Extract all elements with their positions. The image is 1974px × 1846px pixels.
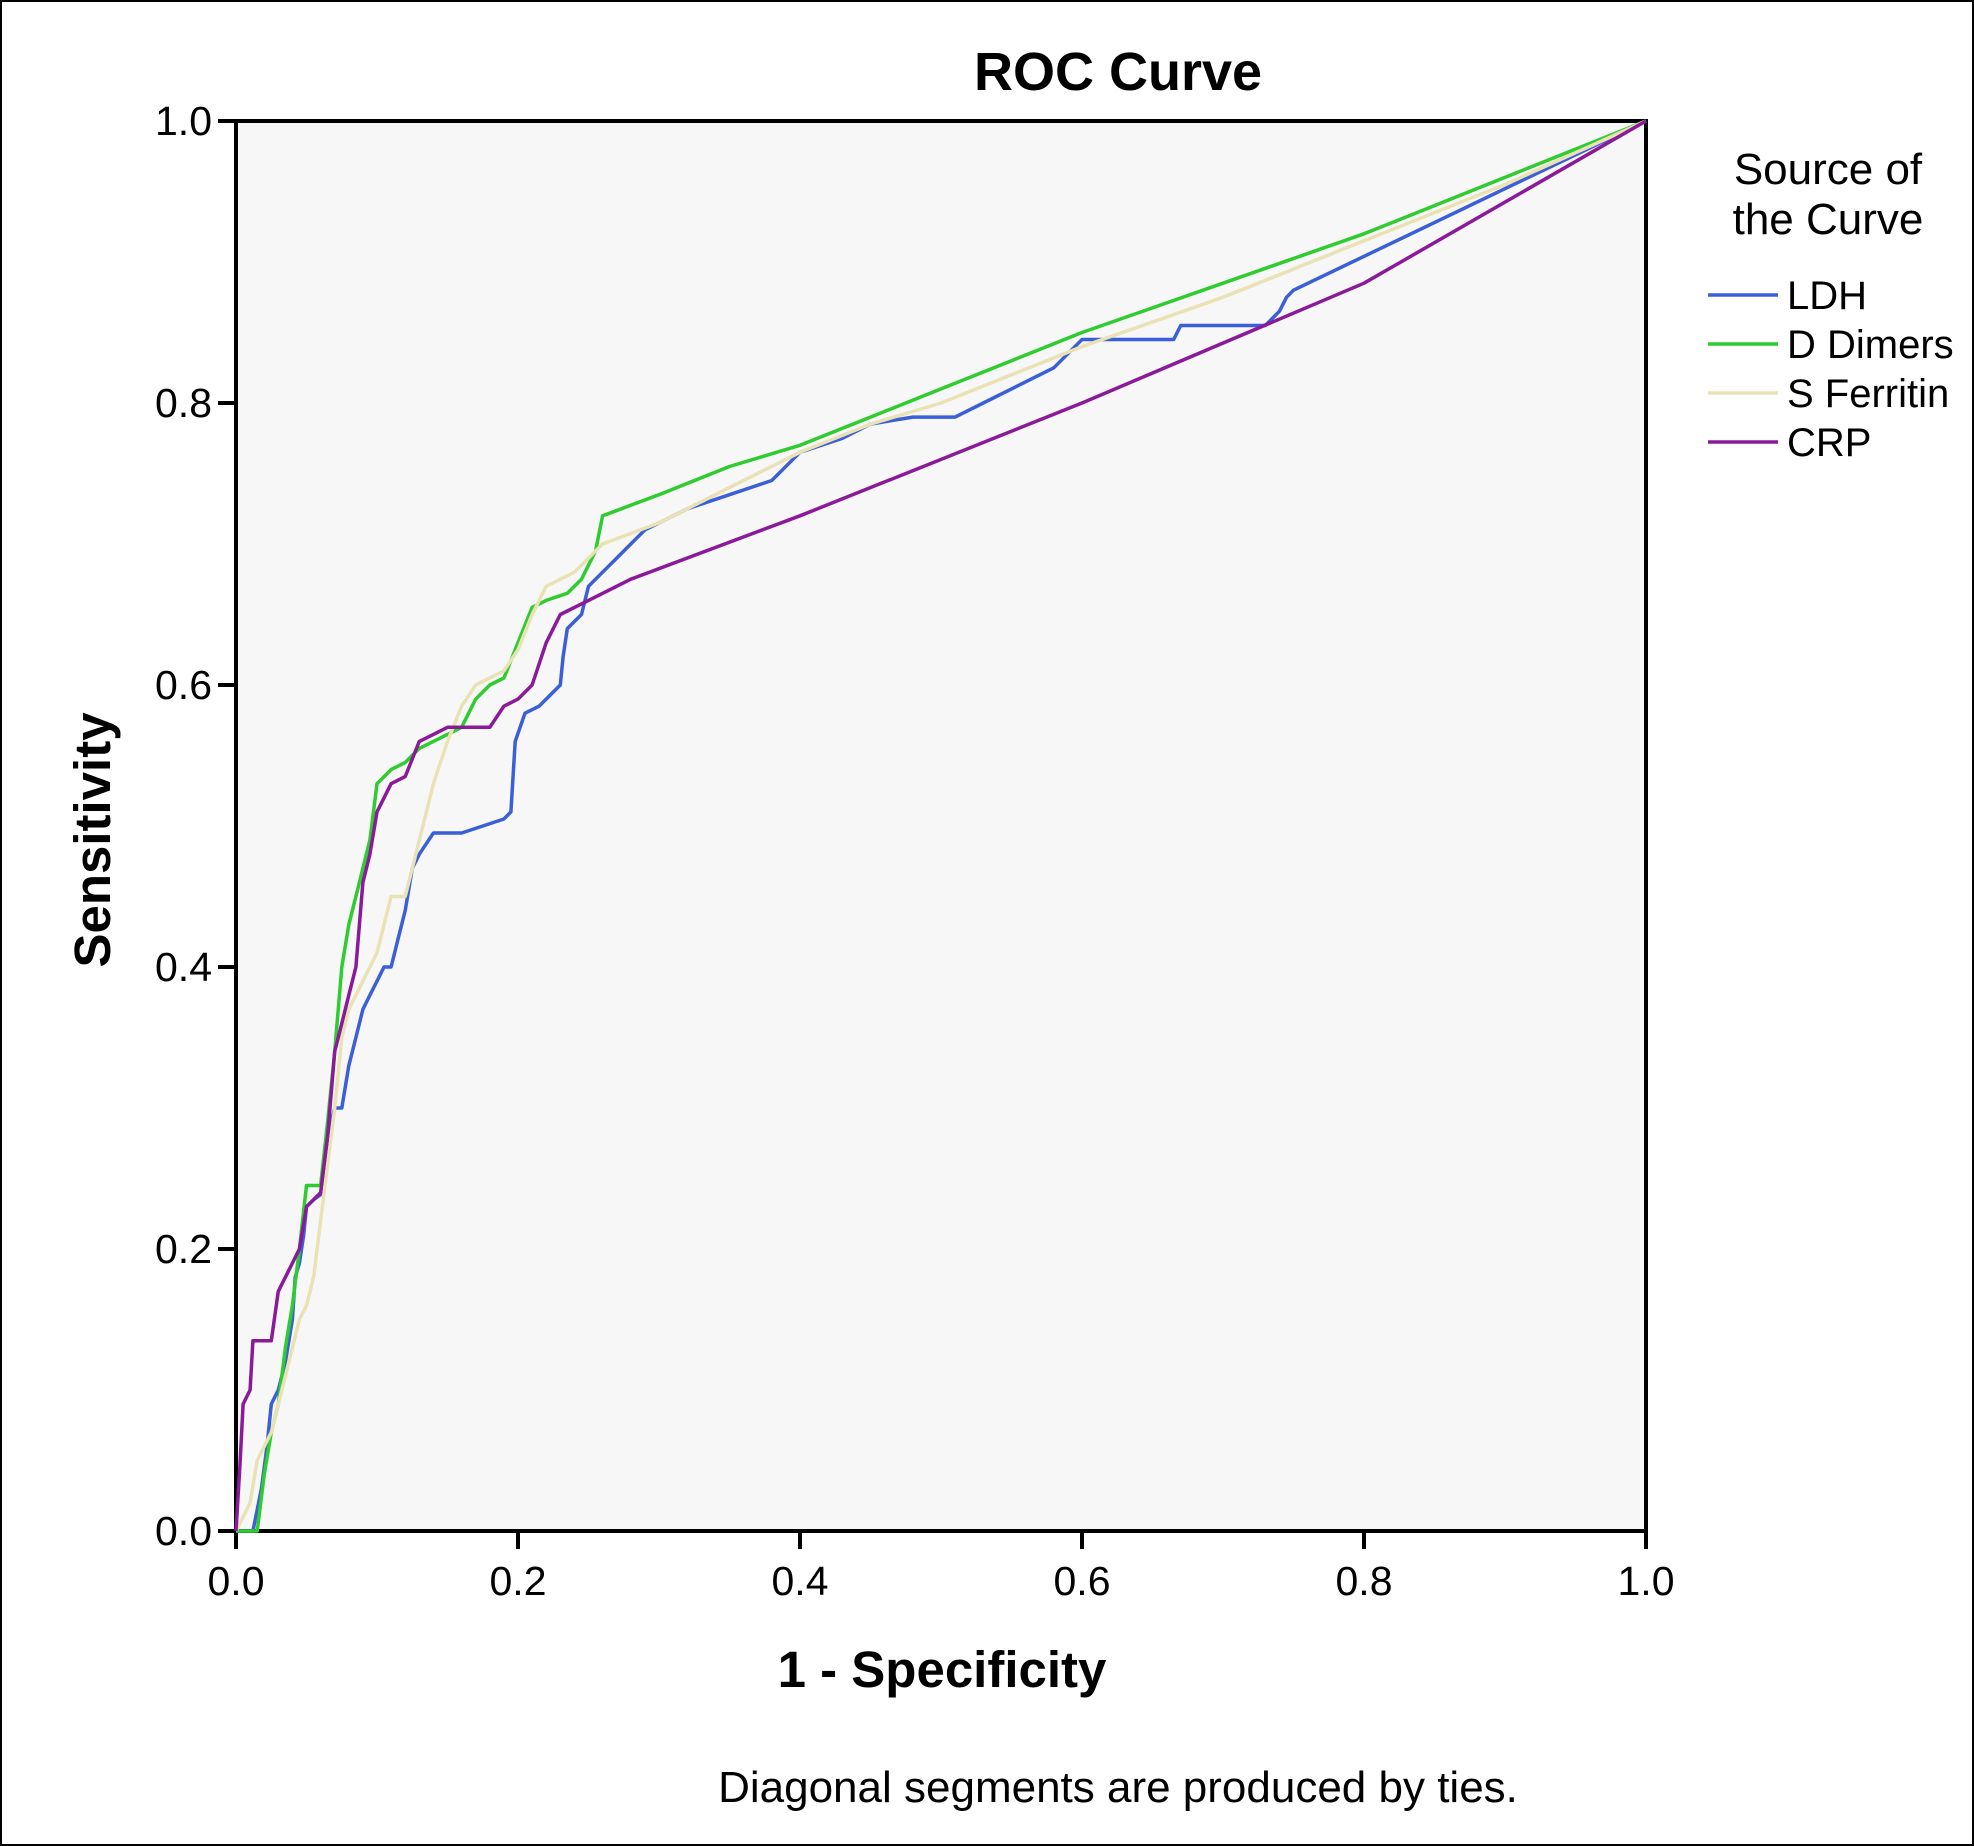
y-tick-label: 1.0 [155,98,212,144]
legend-title-line-2: the Curve [1733,195,1924,244]
x-tick-label: 1.0 [1618,1558,1675,1604]
legend-label-s-ferritin: S Ferritin [1787,372,1949,416]
legend: Source of the Curve LDH D Dimers S Ferriti… [1708,145,1954,465]
series-line-s-ferritin [234,119,1647,1532]
roc-series [234,119,1647,1533]
plot-area [234,119,1648,1533]
x-axis: 0.0 0.2 0.4 0.6 0.8 1.0 [208,1531,1675,1604]
x-tick-label: 0.8 [1336,1558,1393,1604]
chart-title: ROC Curve [974,42,1262,102]
legend-items: LDH D Dimers S Ferritin CRP [1708,274,1954,465]
x-tick-label: 0.2 [490,1558,547,1604]
y-tick-label: 0.4 [155,944,212,990]
x-tick-label: 0.6 [1054,1558,1111,1604]
legend-title-line-1: Source of [1734,145,1923,194]
legend-label-ldh: LDH [1787,274,1867,318]
x-tick-label: 0.4 [772,1558,829,1604]
legend-label-crp: CRP [1787,421,1871,465]
legend-label-d-dimers: D Dimers [1787,323,1954,367]
y-tick-label: 0.8 [155,380,212,426]
footnote: Diagonal segments are produced by ties. [718,1763,1518,1812]
x-axis-title: 1 - Specificity [778,1641,1107,1698]
y-tick-label: 0.2 [155,1226,212,1272]
y-tick-label: 0.0 [155,1508,212,1554]
y-tick-label: 0.6 [155,662,212,708]
x-tick-label: 0.0 [208,1558,265,1604]
y-axis-title: Sensitivity [64,712,121,968]
y-axis: 0.0 0.2 0.4 0.6 0.8 1.0 [155,98,236,1554]
series-line-crp [234,119,1647,1532]
